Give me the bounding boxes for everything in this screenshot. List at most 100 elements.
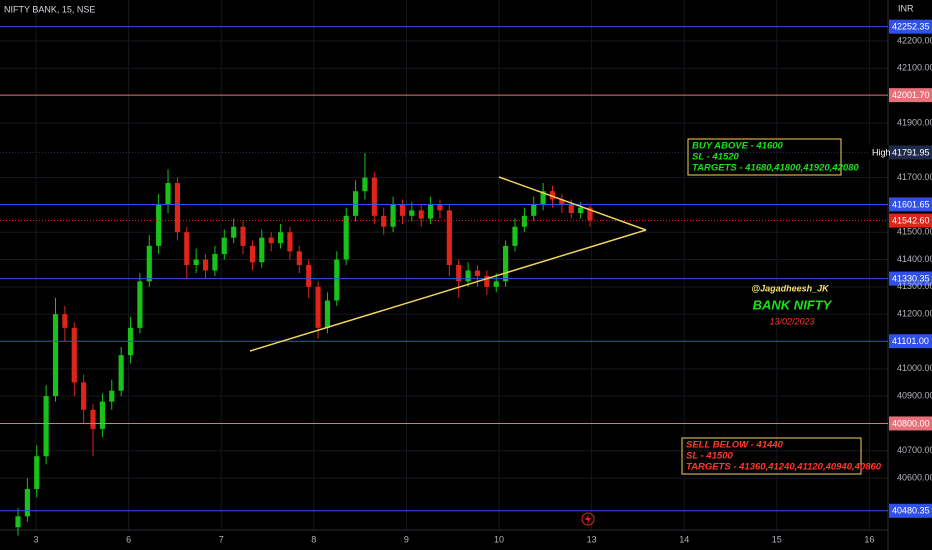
candle-body (540, 191, 546, 205)
candle-body (221, 237, 227, 255)
candle-body (531, 204, 537, 216)
candle-body (52, 314, 59, 397)
candle-body (109, 390, 115, 402)
x-tick-label: 9 (404, 534, 409, 544)
sell-box-frame (681, 437, 862, 475)
sell-box: SELL BELOW - 41440 SL - 41500 TARGETS - … (681, 437, 882, 475)
y-tick-label: 41400.00 (897, 254, 932, 264)
level-tag: High (872, 147, 891, 157)
candle-body (212, 254, 218, 271)
sell-line: TARGETS - 41360,41240,41120,40940,40860 (686, 462, 882, 473)
event-bolt (585, 514, 591, 524)
candle-body (409, 210, 415, 216)
candle-body (568, 204, 574, 214)
level-label-box (889, 271, 932, 286)
candle-body (146, 245, 152, 282)
candle-body (549, 191, 556, 200)
level-label: 40480.35 (892, 506, 930, 516)
candle-body (559, 199, 565, 205)
candle-body (381, 215, 387, 227)
level-label: 42252.35 (892, 22, 930, 32)
candle-body (34, 456, 40, 490)
candle-body (343, 215, 349, 260)
chart-title: NIFTY BANK, 15, NSE (4, 4, 95, 14)
level-label-box (889, 145, 932, 160)
x-tick-label: 7 (219, 534, 224, 544)
candle-body (399, 204, 406, 216)
candle-body (277, 232, 284, 244)
candle-body (296, 251, 302, 265)
grid (0, 0, 888, 530)
level-label-box (889, 19, 932, 34)
candle-body (428, 204, 434, 219)
candle-body (137, 281, 143, 328)
candle-body (165, 183, 171, 205)
sell-line: SELL BELOW - 41440 (686, 440, 784, 451)
trendline-support (249, 229, 647, 352)
candle-body (249, 245, 256, 263)
candle-body (521, 215, 527, 227)
y-tick-label: 41300.00 (897, 281, 932, 291)
candle-body (306, 265, 312, 287)
candle-body (390, 204, 396, 227)
candle-body (315, 286, 321, 328)
level-tag-box (868, 145, 888, 160)
x-tick-label: 15 (772, 534, 782, 544)
level-label-box (889, 88, 932, 103)
candle-body (493, 281, 499, 287)
level-label-box (889, 416, 932, 431)
candle-body (62, 314, 68, 328)
candle-body (156, 204, 162, 246)
y-tick-label: 41000.00 (897, 363, 932, 373)
watermark-name: BANK NIFTY (753, 297, 833, 312)
y-tick-label: 41500.00 (897, 227, 932, 237)
candle-body (362, 177, 368, 192)
level-label-box (889, 213, 932, 228)
candle-body (174, 183, 180, 233)
candle-body (15, 516, 21, 528)
candle-body (99, 401, 105, 429)
candle-body (81, 382, 87, 410)
y-tick-label: 40700.00 (897, 445, 932, 455)
x-tick-label: 6 (126, 534, 131, 544)
buy-box: BUY ABOVE - 41600 SL - 41520 TARGETS - 4… (687, 138, 859, 176)
candle-body (43, 396, 49, 457)
y-tick-label: 40600.00 (897, 472, 932, 482)
candle-body (474, 270, 481, 276)
buy-line: TARGETS - 41680,41800,41920,42080 (692, 163, 859, 174)
candle-body (259, 237, 265, 263)
candle-body (352, 191, 359, 216)
level-label: 41101.00 (892, 336, 929, 346)
x-tick-label: 10 (494, 534, 504, 544)
currency: INR (898, 3, 914, 13)
buy-box-frame (687, 138, 842, 176)
candle-body (193, 259, 199, 265)
trendline-resistance (498, 176, 647, 231)
candle-body (184, 232, 190, 265)
buy-line: SL - 41520 (692, 152, 740, 163)
candle-body (24, 489, 30, 517)
candle-body (437, 204, 443, 211)
candle-body (324, 300, 331, 328)
candle-body (118, 355, 124, 391)
candle-body (371, 177, 377, 216)
level-label-box (889, 334, 932, 349)
candle-body (202, 259, 209, 271)
candle-body (465, 270, 471, 282)
x-tick-label: 3 (33, 534, 38, 544)
buy-line: BUY ABOVE - 41600 (692, 141, 784, 152)
watermark-date: 13/02/2023 (769, 316, 814, 326)
candle-body (418, 210, 424, 219)
candle-body (578, 207, 584, 214)
event-icon[interactable] (581, 512, 595, 526)
y-tick-label: 42100.00 (897, 63, 932, 73)
y-tick-label: 41900.00 (897, 117, 932, 127)
sell-line: SL - 41500 (686, 451, 734, 462)
level-label: 41791.95 (892, 147, 930, 157)
candle-body (334, 259, 340, 301)
candle-body (456, 265, 462, 282)
x-tick-label: 8 (311, 534, 316, 544)
level-label: 40800.00 (892, 418, 930, 428)
